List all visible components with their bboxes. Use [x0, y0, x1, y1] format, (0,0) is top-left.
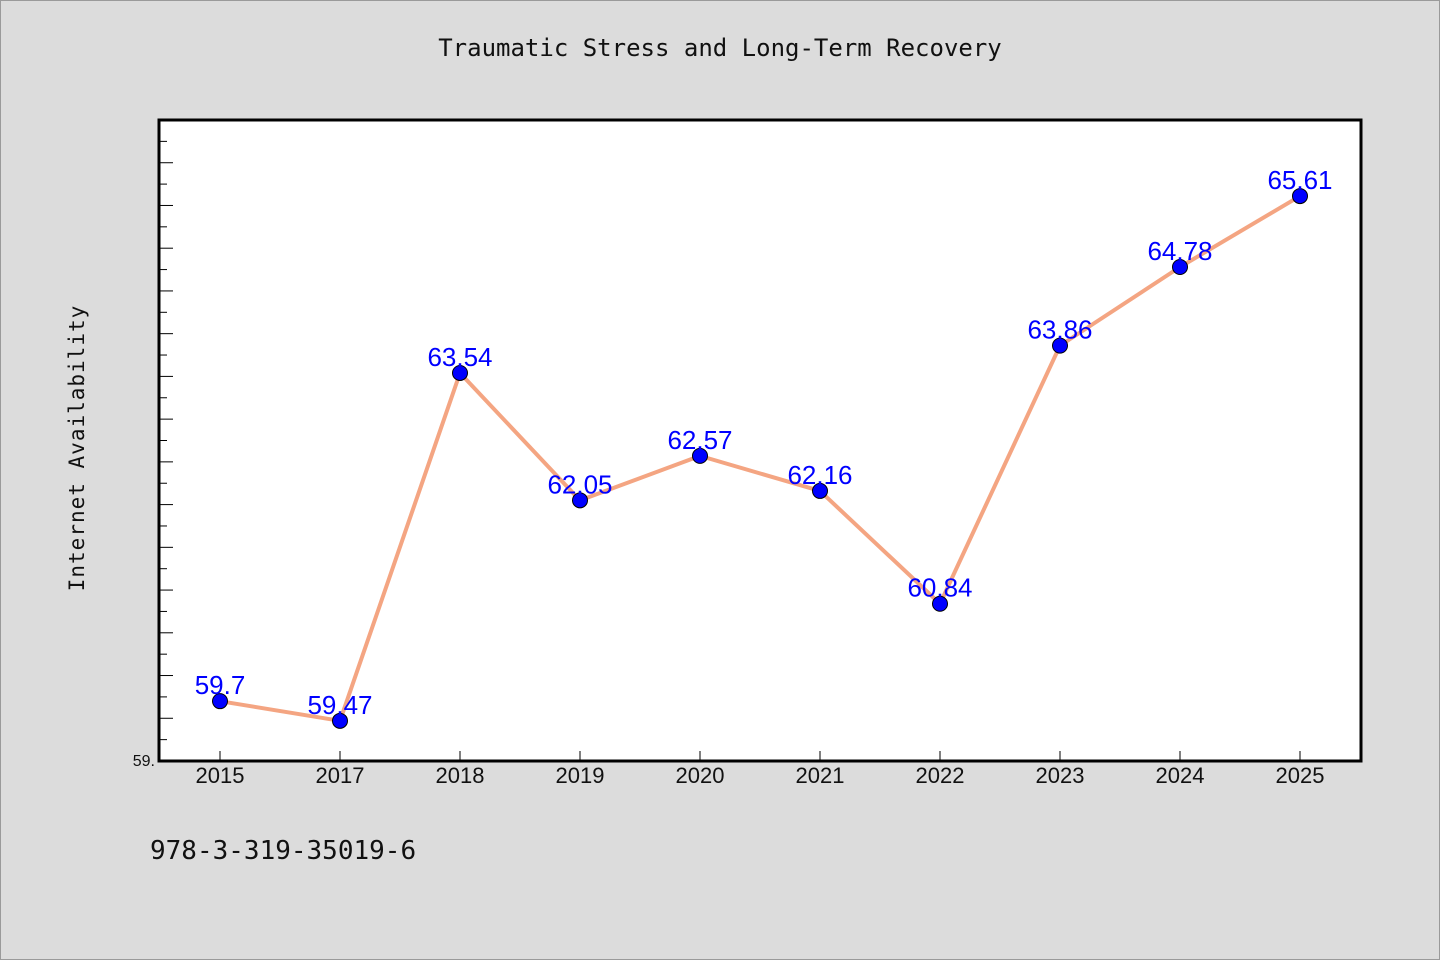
x-axis-ticks: 2015 2017 2018 2019 2020 2021 2022 2023 2024 2025: [196, 751, 1325, 788]
data-label: 63.54: [427, 342, 492, 372]
plot-frame: [157, 118, 1363, 763]
data-markers: [212, 188, 1308, 729]
footer-isbn: 978-3-319-35019-6: [150, 836, 417, 866]
data-point: [572, 492, 588, 509]
data-label: 62.16: [787, 460, 852, 490]
data-point: [1292, 188, 1308, 205]
data-label: 62.57: [667, 425, 732, 455]
data-labels: 59.7 59.47 63.54 62.05 62.57 62.16 60.84 63.86 6…: [195, 165, 1333, 720]
data-point: [692, 447, 708, 464]
data-point: [332, 712, 348, 729]
data-label: 59.7: [195, 670, 246, 700]
data-point: [1172, 259, 1188, 276]
data-point: [1052, 337, 1068, 354]
data-point: [932, 595, 948, 612]
chart-title: Traumatic Stress and Long-Term Recovery: [438, 34, 1002, 62]
series-line: [219, 194, 1302, 723]
x-tick-label: 2017: [316, 763, 365, 788]
data-point: [452, 364, 468, 381]
series-lines: [219, 194, 1302, 723]
x-tick-label: 2015: [196, 763, 245, 788]
data-label: 63.86: [1027, 315, 1092, 345]
data-point: [212, 693, 228, 710]
x-tick-label: 2025: [1276, 763, 1325, 788]
plot-area: [159, 120, 1361, 761]
data-label: 65.61: [1267, 165, 1332, 195]
x-tick-label: 2020: [676, 763, 725, 788]
y-tick-label: 59.: [133, 753, 155, 770]
x-tick-label: 2021: [796, 763, 845, 788]
data-label: 62.05: [547, 469, 612, 499]
data-label: 60.84: [907, 573, 972, 603]
x-tick-label: 2024: [1156, 763, 1205, 788]
data-label: 59.47: [307, 690, 372, 720]
x-tick-label: 2018: [436, 763, 485, 788]
data-label: 64.78: [1147, 236, 1212, 266]
x-tick-label: 2023: [1036, 763, 1085, 788]
x-tick-label: 2022: [916, 763, 965, 788]
x-tick-label: 2019: [556, 763, 605, 788]
data-point: [812, 482, 828, 499]
